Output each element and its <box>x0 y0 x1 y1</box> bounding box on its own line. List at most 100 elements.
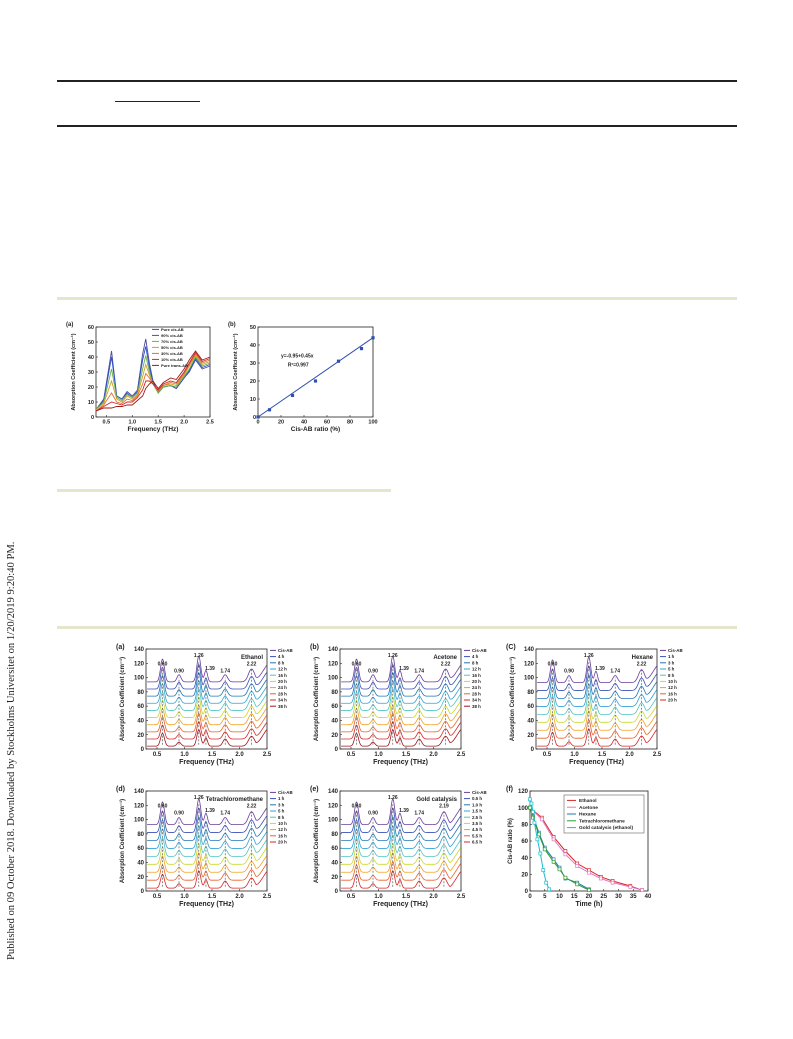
spectrum-curve <box>341 843 461 865</box>
x-axis-label: Frequency (THz) <box>128 426 179 433</box>
legend-entry: 16 h <box>278 833 287 838</box>
y-tick-label: 0 <box>91 415 94 421</box>
spectrum-curve <box>95 355 211 410</box>
x-tick-label: 2.5 <box>457 894 466 900</box>
peak-label: 1.74 <box>414 669 424 675</box>
x-tick-label: 60 <box>324 420 330 426</box>
spectrum-curve <box>147 672 267 697</box>
fit-r-squared: R²=0.997 <box>288 363 309 369</box>
peak-label: 1.74 <box>414 811 424 817</box>
spectrum-curve <box>341 852 461 873</box>
x-tick-label: 100 <box>368 420 377 426</box>
data-point <box>610 880 615 885</box>
data-point <box>535 837 540 842</box>
x-tick-label: 0.5 <box>347 752 356 758</box>
y-tick-label: 100 <box>328 818 339 824</box>
legend-entry: 20 h <box>278 679 287 684</box>
y-tick-label: 60 <box>527 704 534 710</box>
legend-entry: 10% cis-AB <box>161 357 183 362</box>
spectrum-curve <box>341 816 461 841</box>
x-tick-label: 2.0 <box>235 894 244 900</box>
spectrum-curve <box>95 353 211 412</box>
y-tick-label: 120 <box>524 661 535 667</box>
y-tick-label: 60 <box>331 704 338 710</box>
data-point <box>563 852 568 857</box>
spectrum-curve <box>147 870 267 889</box>
y-tick-label: 120 <box>328 661 339 667</box>
spectrum-curve <box>341 807 461 833</box>
peak-label: 1.74 <box>610 669 620 675</box>
legend-entry: 8 h <box>472 660 479 665</box>
data-point <box>587 870 591 875</box>
legend-entry: 10 h <box>668 679 677 684</box>
data-point <box>528 805 532 810</box>
legend-entry: Gold catalysis (ethanol) <box>579 825 634 831</box>
x-tick-label: 1.0 <box>128 420 136 426</box>
data-point <box>359 347 364 351</box>
y-tick-label: 40 <box>527 719 534 725</box>
x-tick-label: 1.0 <box>374 894 383 900</box>
data-point <box>539 817 544 822</box>
spectrum-curve <box>147 825 267 849</box>
x-tick-label: 2.5 <box>457 752 466 758</box>
spectrum-curve <box>341 696 461 718</box>
x-tick-label: 80 <box>347 420 353 426</box>
y-tick-label: 120 <box>134 803 145 809</box>
spectrum-curve <box>341 861 461 881</box>
figure2-panel-f-kinetics: (f) 0 5 10 15 20 25 30 35 40 0 20 40 60 80 100 120 Time (… <box>506 786 652 908</box>
y-axis-label: Absorption Coefficient (cm⁻¹) <box>119 799 126 883</box>
legend-entry: 12 h <box>278 827 287 832</box>
peak-label: 2.22 <box>247 662 257 668</box>
x-tick-label: 2.0 <box>180 420 188 426</box>
legend-entry: 34 h <box>472 698 481 703</box>
figure2-panel-ethanol: (a) 0.5 1.0 1.5 2.0 2.5 0 20 40 60 80 100 120 140 Freq… <box>116 644 293 766</box>
x-tick-label: 0.5 <box>103 420 111 426</box>
legend-entry: 24 h <box>472 685 481 690</box>
figure2-panel-hexane: (C) 0.5 1.0 1.5 2.0 2.5 0 20 40 60 80 100 120 140 Freq… <box>506 644 683 766</box>
figure-band-bottom <box>57 626 737 629</box>
x-tick-label: 2.0 <box>429 894 438 900</box>
spectrum-curve <box>341 834 461 857</box>
y-tick-label: 20 <box>137 875 144 881</box>
spectrum-curve <box>147 696 267 718</box>
x-tick-label: 35 <box>630 894 637 900</box>
y-tick-label: 10 <box>88 400 94 406</box>
figure1-panel-b: (b) 0 20 40 60 80 100 0 10 20 30 40 50 Cis-AB ratio (… <box>228 322 378 433</box>
plot-frame <box>145 648 268 750</box>
download-notice: Published on 09 October 2018. Downloaded… <box>6 541 17 960</box>
x-tick-label: 2.0 <box>235 752 244 758</box>
spectrum-curve <box>341 729 461 747</box>
legend-entry: Tetrachloromethane <box>579 818 625 824</box>
data-point <box>551 859 556 864</box>
y-tick-label: 40 <box>331 861 338 867</box>
y-tick-label: 0 <box>335 747 339 753</box>
y-tick-label: 100 <box>328 676 339 682</box>
plot-frame <box>145 790 268 892</box>
legend-entry: Cis-AB <box>278 790 293 795</box>
x-tick-label: 1.0 <box>180 752 189 758</box>
y-tick-label: 100 <box>134 818 145 824</box>
spectrum-curve <box>537 692 657 715</box>
panel-label: (C) <box>506 644 516 651</box>
data-point <box>563 849 568 853</box>
data-point <box>575 882 580 887</box>
y-axis-label: Absorption Coefficient (cm⁻¹) <box>313 657 320 741</box>
y-tick-label: 40 <box>521 856 528 862</box>
data-point <box>290 393 295 397</box>
x-tick-label: 2.5 <box>206 420 214 426</box>
panel-label: (a) <box>116 644 125 651</box>
y-tick-label: 60 <box>137 704 144 710</box>
data-point <box>557 867 562 872</box>
spectrum-curve <box>95 338 211 410</box>
legend-entry: 6.5 h <box>472 840 482 845</box>
spectrum-curve <box>147 816 267 841</box>
y-tick-label: 60 <box>331 846 338 852</box>
x-tick-label: 40 <box>301 420 307 426</box>
legend-entry: Pure cis-AB <box>161 327 184 332</box>
panel-title: Ethanol <box>241 655 263 661</box>
y-tick-label: 0 <box>141 747 145 753</box>
peak-label: 1.26 <box>388 653 398 659</box>
data-point <box>628 884 633 889</box>
panel-label: (e) <box>310 786 319 793</box>
x-tick-label: 30 <box>615 894 622 900</box>
